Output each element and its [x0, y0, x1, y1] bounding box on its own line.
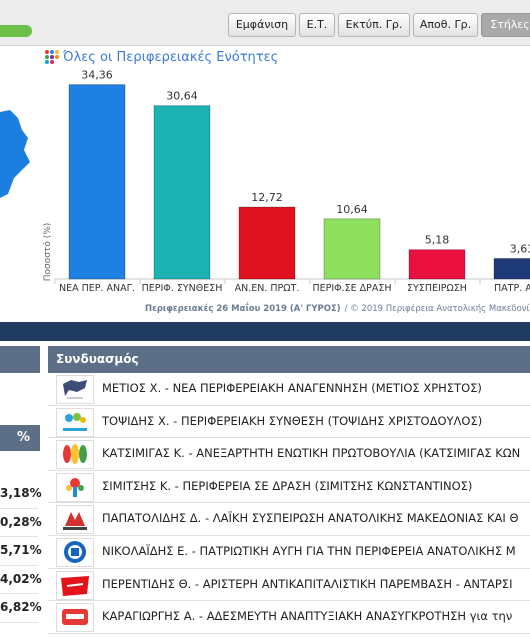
button[interactable]: Εμφάνιση [228, 13, 296, 37]
plot: ΝΕΑ ΠΕΡ. ΑΝΑΓ. 34,36 ΠΕΡΙΦ. ΣΥΝΘΕΣΗ 30,64 ΑΝ… [54, 69, 530, 294]
button[interactable]: Ε.Τ. [299, 13, 335, 37]
x-tick-label: ΑΝ.ΕΝ. ΠΡΩΤ. [235, 283, 300, 294]
party-logo [56, 440, 94, 470]
value-label: 3,63 [510, 242, 530, 255]
party-name: ΤΟΨΙΔΗΣ Χ. - ΠΕΡΙΦΕΡΕΙΑΚΗ ΣΥΝΘΕΣΗ (ΤΟΨΙΔ… [102, 413, 483, 428]
footer-copyright: / © 2019 Περιφέρεια Ανατολικής Μακεδονία… [345, 303, 530, 314]
percent-cell: 5,71% [0, 537, 42, 566]
x-tick-label: ΣΥΣΠΕΙΡΩΣΗ [407, 283, 467, 294]
table-row: ΚΑΤΣΙΜΙΓΑΣ Κ. - ΑΝΕΞΑΡΤΗΤΗ ΕΝΩΤΙΚΗ ΠΡΩΤΟ… [48, 438, 530, 471]
results-table: Συνδυασμός ΜΕΤΙΟΣ Χ. - ΝΕΑ ΠΕΡΙΦΕΡΕΙΑΚΗ … [48, 346, 530, 634]
button[interactable]: Αποθ. Γρ. [413, 13, 478, 37]
x-tick-label: ΠΑΤΡ. ΑΥΓΗ [494, 283, 530, 294]
button[interactable]: Εκτύπ. Γρ. [338, 13, 410, 37]
value-label: 5,18 [425, 234, 450, 247]
party-name: ΝΙΚΟΛΑΪΔΗΣ Ε. - ΠΑΤΡΙΩΤΙΚΗ ΑΥΓΗ ΓΙΑ ΤΗΝ … [102, 543, 516, 558]
value-label: 30,64 [166, 90, 198, 103]
value-label: 34,36 [81, 69, 113, 82]
table-row: ΠΕΡΕΝΤΙΔΗΣ Θ. - ΑΡΙΣΤΕΡΗ ΑΝΤΙΚΑΠΙΤΑΛΙΣΤΙ… [48, 569, 530, 602]
y-axis-label: Ποσοστό (%) [42, 223, 53, 282]
table-row: ΠΑΠΑΤΟΛΙΔΗΣ Δ. - ΛΑΪΚΗ ΣΥΣΠΕΙΡΩΣΗ ΑΝΑΤΟΛ… [48, 503, 530, 536]
party-logo [56, 603, 94, 633]
table-header: Συνδυασμός [48, 346, 530, 373]
percent-cell: 6,82% [0, 594, 42, 623]
percent-cell: 4,02% [0, 566, 42, 594]
chart: Όλες οι Περιφερειακές Ενότητες Ποσοστό (… [0, 46, 530, 322]
progress-bar [0, 25, 32, 37]
value-label: 12,72 [251, 191, 283, 204]
party-logo [56, 537, 94, 567]
percent-header: % [0, 425, 40, 451]
chart-title: Όλες οι Περιφερειακές Ενότητες [62, 50, 278, 65]
percent-column: 3,18% 0,28% 5,71% 4,02% 6,82% [0, 480, 42, 623]
party-name: ΜΕΤΙΟΣ Χ. - ΝΕΑ ΠΕΡΙΦΕΡΕΙΑΚΗ ΑΝΑΓΕΝΝΗΣΗ … [102, 381, 482, 395]
party-logo [56, 472, 94, 502]
table-row: ΤΟΨΙΔΗΣ Χ. - ΠΕΡΙΦΕΡΕΙΑΚΗ ΣΥΝΘΕΣΗ (ΤΟΨΙΔ… [48, 406, 530, 439]
bar [68, 84, 126, 280]
table-row: ΝΙΚΟΛΑΪΔΗΣ Ε. - ΠΑΤΡΙΩΤΙΚΗ ΑΥΓΗ ΓΙΑ ΤΗΝ … [48, 536, 530, 569]
bar [238, 206, 296, 280]
bar [153, 105, 211, 280]
map [0, 110, 30, 198]
party-logo [56, 505, 94, 535]
percent-cell: 0,28% [0, 509, 42, 537]
party-name: ΚΑΡΑΓΙΩΡΓΗΣ Α. - ΑΔΕΣΜΕΥΤΗ ΑΝΑΠΤΥΞΙΑΚΗ Α… [102, 609, 513, 624]
table-row: ΜΕΤΙΟΣ Χ. - ΝΕΑ ΠΕΡΙΦΕΡΕΙΑΚΗ ΑΝΑΓΕΝΝΗΣΗ … [48, 373, 530, 406]
party-name: ΠΕΡΕΝΤΙΔΗΣ Θ. - ΑΡΙΣΤΕΡΗ ΑΝΤΙΚΑΠΙΤΑΛΙΣΤΙ… [102, 576, 513, 591]
bar [323, 218, 381, 280]
party-logo [56, 407, 94, 437]
party-name: ΠΑΠΑΤΟΛΙΔΗΣ Δ. - ΛΑΪΚΗ ΣΥΣΠΕΙΡΩΣΗ ΑΝΑΤΟΛ… [102, 511, 519, 526]
button[interactable]: Στήλες [481, 13, 530, 37]
party-name: ΣΙΜΙΤΣΗΣ Κ. - ΠΕΡΙΦΕΡΕΙΑ ΣΕ ΔΡΑΣΗ (ΣΙΜΙΤ… [102, 478, 473, 493]
divider-band [0, 322, 530, 341]
title-icon [45, 50, 59, 64]
party-name: ΚΑΤΣΙΜΙΓΑΣ Κ. - ΑΝΕΞΑΡΤΗΤΗ ΕΝΩΤΙΚΗ ΠΡΩΤΟ… [102, 446, 521, 461]
toolbar: Εμφάνιση Ε.Τ. Εκτύπ. Γρ. Αποθ. Γρ. Στήλε… [0, 0, 530, 46]
bar [493, 257, 530, 280]
percent-header-text: % [16, 430, 30, 445]
x-tick-label: ΠΕΡΙΦ. ΣΥΝΘΕΣΗ [142, 283, 223, 294]
x-tick-label: ΠΕΡΙΦ.ΣΕ ΔΡΑΣΗ [312, 283, 391, 294]
percent-top [0, 346, 40, 373]
party-logo [56, 570, 94, 600]
chart-footer: Περιφερειακές 26 Μαΐου 2019 (Α' ΓΥΡΟΣ) / … [145, 302, 530, 314]
party-logo [56, 375, 94, 404]
x-tick-label: ΝΕΑ ΠΕΡ. ΑΝΑΓ. [59, 283, 135, 294]
table-row: ΣΙΜΙΤΣΗΣ Κ. - ΠΕΡΙΦΕΡΕΙΑ ΣΕ ΔΡΑΣΗ (ΣΙΜΙΤ… [48, 471, 530, 504]
value-label: 10,64 [336, 203, 368, 216]
footer-date: Περιφερειακές 26 Μαΐου 2019 (Α' ΓΥΡΟΣ) [145, 302, 341, 314]
bar [408, 249, 466, 280]
percent-cell: 3,18% [0, 480, 42, 509]
table-row: ΚΑΡΑΓΙΩΡΓΗΣ Α. - ΑΔΕΣΜΕΥΤΗ ΑΝΑΠΤΥΞΙΑΚΗ Α… [48, 601, 530, 634]
